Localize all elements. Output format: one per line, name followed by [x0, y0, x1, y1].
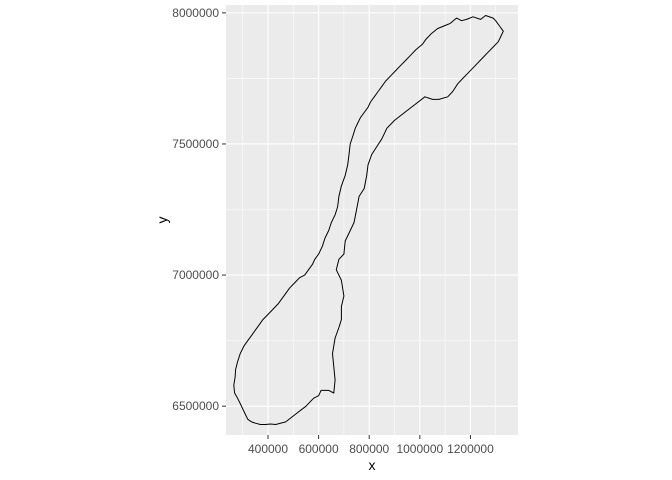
y-tick-label: 6500000 — [172, 399, 219, 413]
x-tick-label: 1000000 — [396, 442, 443, 456]
x-axis-title: x — [369, 457, 376, 473]
y-axis-title: y — [154, 217, 170, 224]
y-tick-label: 7500000 — [172, 137, 219, 151]
x-tick-label: 400000 — [248, 442, 288, 456]
plot-panel — [226, 5, 518, 435]
norway-coastline — [233, 15, 504, 425]
map-outline-layer — [233, 15, 504, 425]
grid-lines — [226, 5, 518, 435]
axes: 400000 600000 800000 1000000 1200000 6500000 7… — [172, 6, 494, 456]
y-tick-label: 8000000 — [172, 6, 219, 20]
x-tick-label: 1200000 — [447, 442, 494, 456]
x-tick-label: 800000 — [349, 442, 389, 456]
y-tick-label: 7000000 — [172, 268, 219, 282]
x-tick-label: 600000 — [299, 442, 339, 456]
